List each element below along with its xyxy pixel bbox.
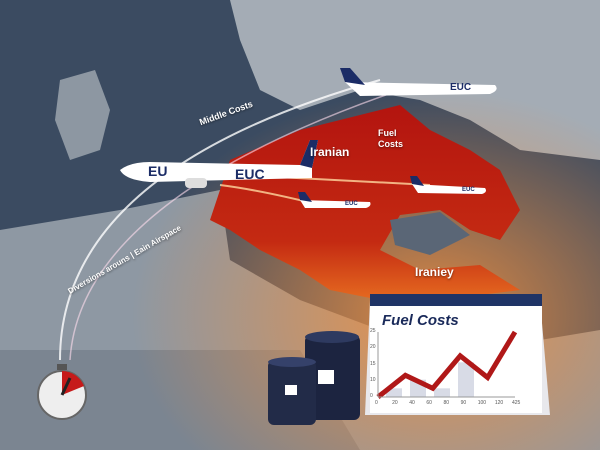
route-arc <box>69 89 401 361</box>
x-tick-label: 90 <box>460 400 467 406</box>
region-label-iraniey: Iraniey <box>415 265 454 279</box>
plane-large <box>120 140 318 188</box>
plane-livery: EUC <box>462 187 475 193</box>
chart-bar <box>434 388 450 397</box>
x-tick-label: 20 <box>392 400 398 406</box>
y-tick-label: 0 <box>370 393 373 399</box>
y-tick-label: 25 <box>370 328 376 334</box>
x-tick-label: 0 <box>375 400 378 406</box>
route-arc <box>59 79 381 361</box>
y-tick-label: 15 <box>370 360 376 367</box>
black-sea <box>390 212 470 255</box>
trend-line <box>376 330 518 399</box>
plane-livery: EUC <box>450 82 472 93</box>
fuel-gauge-icon <box>37 364 87 420</box>
plane-livery: EUC <box>345 201 358 207</box>
plane-livery: EUC <box>235 166 265 182</box>
region-label-iranian: Iranian <box>310 145 350 159</box>
plane-right <box>410 176 486 194</box>
plane-livery: EU <box>148 163 168 179</box>
oil-barrel-icon <box>305 331 360 420</box>
plane-mid <box>298 192 371 208</box>
y-tick-label: 20 <box>370 344 376 351</box>
x-tick-label: 60 <box>426 400 432 406</box>
chart-bar <box>458 362 474 397</box>
chart-bar <box>386 388 402 397</box>
x-tick-label: 100 <box>477 400 487 406</box>
fuel-cost-calendar <box>365 294 550 415</box>
x-tick-label: 120 <box>494 400 504 406</box>
x-tick-label: 40 <box>409 400 415 406</box>
x-tick-label: 425 <box>512 400 521 406</box>
oil-barrel-icon <box>268 357 316 425</box>
y-tick-label: 10 <box>370 376 376 383</box>
plane-top <box>340 68 497 96</box>
x-tick-label: 80 <box>443 400 450 406</box>
chart-title: Fuel Costs <box>382 312 459 329</box>
region-label-fuel-costs: Fuel Costs <box>378 128 404 149</box>
